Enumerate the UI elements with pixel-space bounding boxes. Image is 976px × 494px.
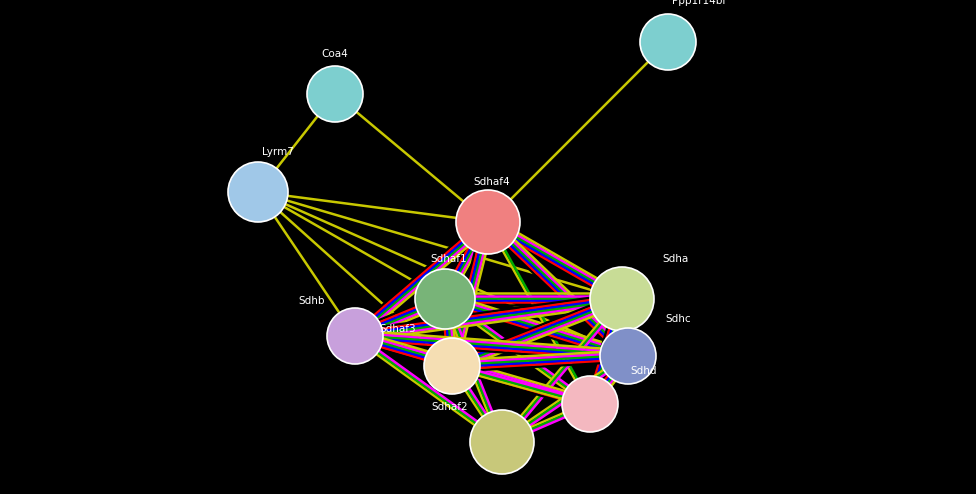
Circle shape xyxy=(562,376,618,432)
Text: Sdhd: Sdhd xyxy=(630,366,657,376)
Text: Sdhaf1: Sdhaf1 xyxy=(430,254,468,264)
Circle shape xyxy=(228,162,288,222)
Circle shape xyxy=(640,14,696,70)
Text: Lyrm7: Lyrm7 xyxy=(262,147,294,157)
Text: Sdhc: Sdhc xyxy=(665,314,691,324)
Text: Ppp1r14bl: Ppp1r14bl xyxy=(672,0,725,6)
Text: Sdha: Sdha xyxy=(662,254,688,264)
Circle shape xyxy=(600,328,656,384)
Text: Coa4: Coa4 xyxy=(322,49,348,59)
Circle shape xyxy=(307,66,363,122)
Circle shape xyxy=(590,267,654,331)
Text: Sdhaf3: Sdhaf3 xyxy=(380,324,416,334)
Circle shape xyxy=(415,269,475,329)
Text: Sdhb: Sdhb xyxy=(299,296,325,306)
Circle shape xyxy=(327,308,383,364)
Text: Sdhaf2: Sdhaf2 xyxy=(431,402,468,412)
Text: Sdhaf4: Sdhaf4 xyxy=(473,177,510,187)
Circle shape xyxy=(456,190,520,254)
Circle shape xyxy=(424,338,480,394)
Circle shape xyxy=(470,410,534,474)
